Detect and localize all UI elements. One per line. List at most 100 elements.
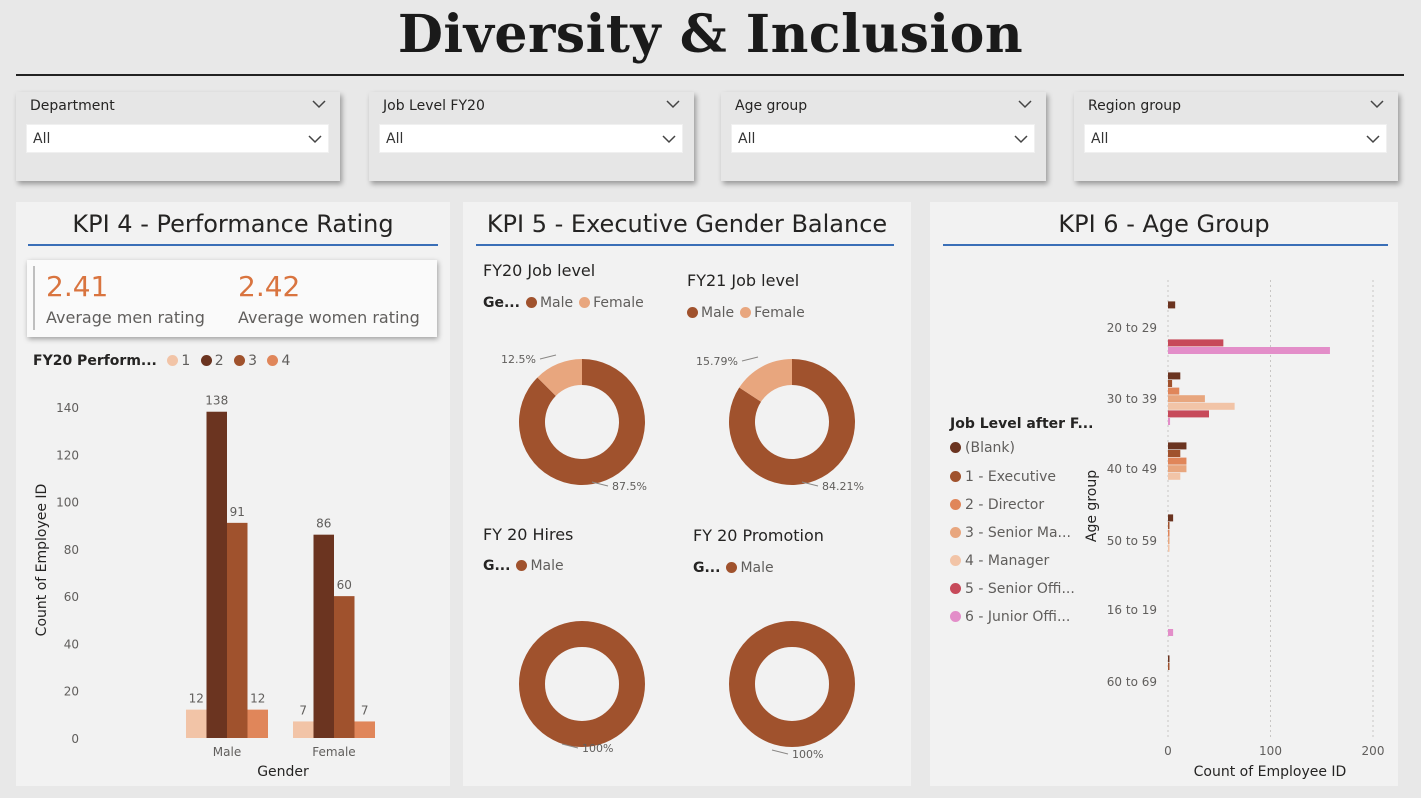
legend-label[interactable]: Female <box>754 305 805 321</box>
legend-dot <box>950 611 961 622</box>
job-level-legend-title: Job Level after F... <box>950 416 1093 432</box>
legend-item[interactable]: 2 - Director <box>950 497 1044 513</box>
fy21-job-level-legend: Male Female <box>681 305 805 321</box>
bar <box>186 709 207 738</box>
chevron-down-icon[interactable] <box>310 96 328 112</box>
job-level-dropdown[interactable]: All <box>379 124 683 153</box>
fy20-promotion-title: FY 20 Promotion <box>693 526 824 545</box>
legend-item[interactable]: 6 - Junior Offi... <box>950 609 1070 625</box>
slicer-label: Region group <box>1088 98 1182 114</box>
x-tick-label: Male <box>213 745 241 759</box>
slice-data-label: 87.5% <box>612 480 647 493</box>
legend-dot <box>267 355 279 366</box>
kpi4-title: KPI 4 - Performance Rating <box>72 210 394 238</box>
y-tick-label: 50 to 59 <box>1107 534 1157 548</box>
legend-label: (Blank) <box>965 440 1015 456</box>
legend-label[interactable]: 1 <box>181 353 191 369</box>
slice-label-leader <box>561 743 579 749</box>
y-tick-label: 60 to 69 <box>1107 675 1157 689</box>
x-tick-label: Female <box>312 745 355 759</box>
chevron-down-icon[interactable] <box>664 96 682 112</box>
page-title: Diversity & Inclusion <box>397 4 1024 65</box>
bar <box>1168 402 1235 410</box>
women-rating-label: Average women rating <box>238 308 420 327</box>
y-tick-label: 40 <box>64 637 79 651</box>
donut-slice <box>729 621 855 747</box>
dropdown-value: All <box>33 131 51 147</box>
slice-data-label: 15.79% <box>696 355 738 368</box>
legend-item[interactable]: 3 - Senior Ma... <box>950 525 1071 541</box>
age-group-dropdown[interactable]: All <box>731 124 1035 153</box>
bar <box>1168 522 1170 529</box>
dropdown-value: All <box>1091 131 1109 147</box>
donut-slice <box>729 359 855 485</box>
bar <box>1168 663 1170 670</box>
slice-data-label: 84.21% <box>822 480 864 493</box>
legend-dot <box>950 499 961 510</box>
bar <box>313 534 334 738</box>
slicer-label: Department <box>30 98 115 114</box>
bar <box>1168 655 1170 663</box>
legend-label[interactable]: Male <box>701 305 735 321</box>
chevron-down-icon[interactable] <box>1368 96 1386 112</box>
legend-item[interactable]: 1 - Executive <box>950 469 1056 485</box>
slicer-region-group: Region group All <box>1074 92 1398 181</box>
y-tick-label: 60 <box>64 590 79 604</box>
legend-dot <box>687 307 698 318</box>
donut-slice <box>519 621 645 747</box>
bar <box>1168 372 1181 380</box>
legend-label[interactable]: 3 <box>248 353 257 369</box>
fy20-job-level-title: FY20 Job level <box>483 261 596 280</box>
legend-label: 6 - Junior Offi... <box>965 609 1071 625</box>
slice-label-leader <box>591 481 609 487</box>
legend-dot <box>726 562 738 573</box>
data-label: 12 <box>189 692 204 706</box>
y-tick-label: 20 <box>64 685 79 699</box>
bar <box>1168 301 1176 309</box>
slicer-label: Job Level FY20 <box>383 98 485 114</box>
legend-title: G... <box>483 558 511 574</box>
fy21-job-level-donut: 84.21% 15.79% <box>696 355 864 493</box>
bar <box>1168 544 1170 552</box>
x-axis-title: Count of Employee ID <box>1194 764 1347 780</box>
performance-legend: FY20 Perform... 1 2 3 4 <box>33 353 290 369</box>
donut-slice <box>739 359 792 402</box>
fy20-hires-donut: 100% <box>519 621 645 755</box>
legend-label[interactable]: Male <box>539 295 574 311</box>
rating-card: 2.41 Average men rating 2.42 Average wom… <box>27 260 437 337</box>
x-tick-label: 0 <box>1164 744 1172 758</box>
department-dropdown[interactable]: All <box>26 124 329 153</box>
legend-dot <box>200 355 212 366</box>
region-group-dropdown[interactable]: All <box>1084 124 1387 153</box>
legend-item[interactable]: (Blank) <box>950 440 1015 456</box>
data-label: 60 <box>337 578 352 592</box>
legend-label[interactable]: Female <box>593 295 644 311</box>
bar <box>247 709 268 738</box>
bar <box>1168 380 1173 387</box>
chevron-down-icon <box>1366 135 1380 144</box>
legend-dot <box>525 297 537 308</box>
y-axis-title: Count of Employee ID <box>34 484 50 637</box>
legend-item[interactable]: 5 - Senior Offi... <box>950 581 1075 597</box>
slicer-label: Age group <box>735 98 808 114</box>
legend-label[interactable]: 2 <box>214 353 224 369</box>
legend-label[interactable]: Male <box>530 558 564 574</box>
bar <box>1168 347 1330 354</box>
slicer-department: Department All <box>16 92 340 181</box>
bar <box>1168 529 1170 537</box>
y-tick-label: 16 to 19 <box>1107 603 1157 617</box>
legend-label[interactable]: 4 <box>281 353 291 369</box>
bar <box>1168 629 1174 636</box>
chevron-down-icon[interactable] <box>1016 96 1034 112</box>
slicer-job-level: Job Level FY20 All <box>369 92 694 181</box>
legend-label[interactable]: Male <box>740 560 774 576</box>
kpi5-title: KPI 5 - Executive Gender Balance <box>486 210 888 238</box>
y-tick-label: 80 <box>64 543 79 557</box>
y-tick-label: 140 <box>56 401 79 415</box>
legend-dot <box>950 527 961 538</box>
chevron-down-icon <box>662 135 676 144</box>
slice-data-label: 100% <box>582 742 613 755</box>
bar <box>1168 514 1174 522</box>
legend-item[interactable]: 4 - Manager <box>950 553 1049 569</box>
slice-label-leader <box>741 356 759 362</box>
